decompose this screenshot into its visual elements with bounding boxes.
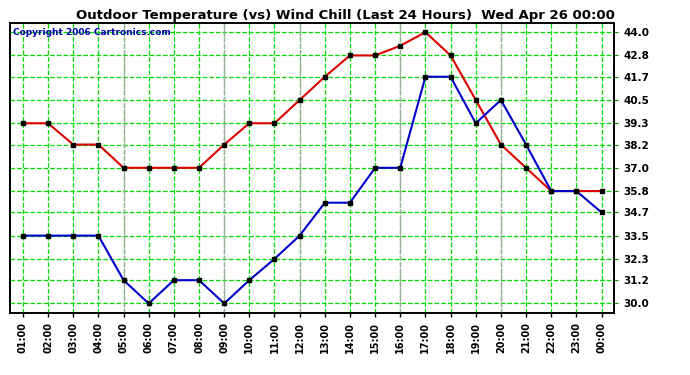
Text: Outdoor Temperature (vs) Wind Chill (Last 24 Hours)  Wed Apr 26 00:00: Outdoor Temperature (vs) Wind Chill (Las… [76,9,614,22]
Text: Copyright 2006 Cartronics.com: Copyright 2006 Cartronics.com [13,28,171,38]
